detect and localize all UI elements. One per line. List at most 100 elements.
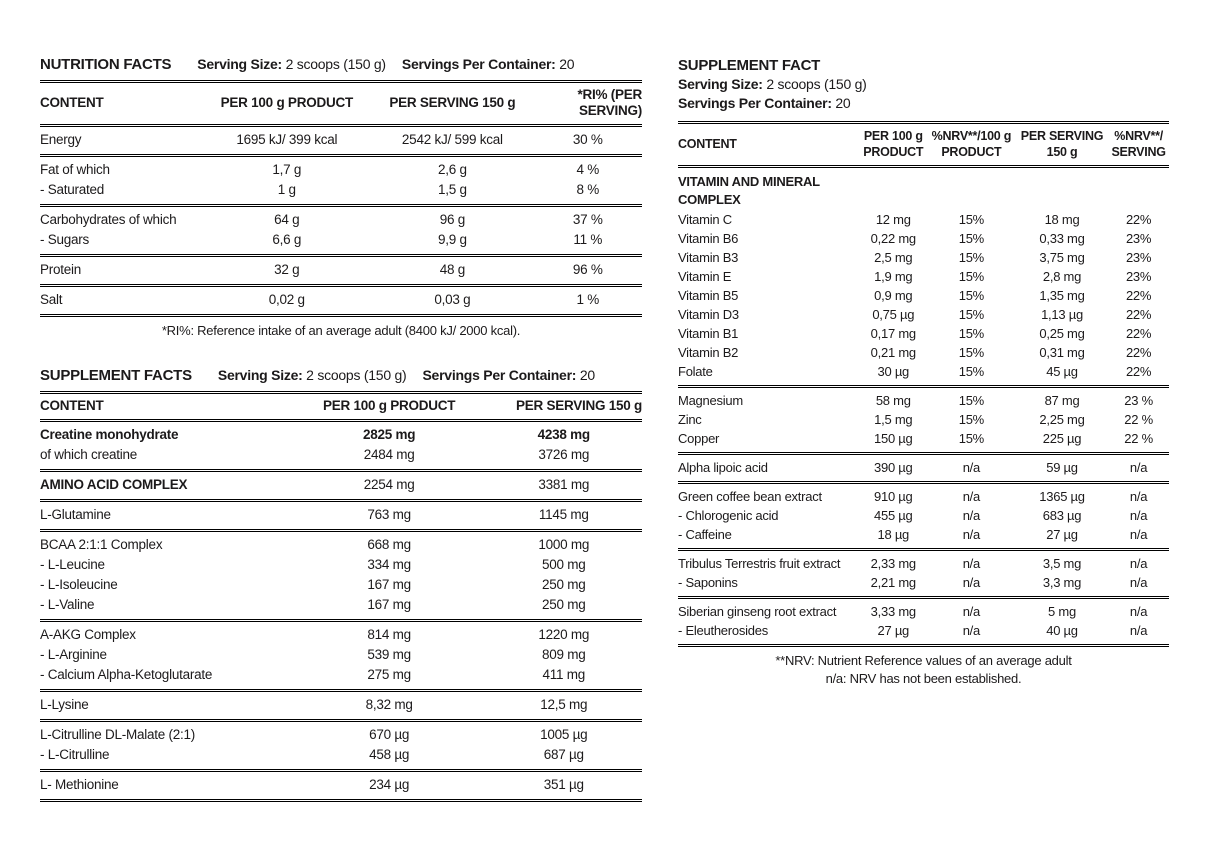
value-cell: 0,31 mg: [1039, 345, 1085, 360]
value-cell: n/a: [1129, 527, 1148, 542]
value-cell: 1 g: [277, 182, 296, 197]
table-group: Energy 1695 kJ/ 399 kcal 2542 kJ/ 599 kcal…: [40, 125, 642, 156]
column-header: PER SERVING 150 g: [515, 398, 642, 413]
nrv-footnote: **NRV: Nutrient Reference values of an a…: [678, 652, 1169, 688]
value-cell: 0,21 mg: [870, 345, 916, 360]
table-group: A-AKG Complex 814 mg 1220 mg - L-Arginine 53…: [40, 620, 642, 691]
supplement-facts-title: SUPPLEMENT FACTS: [40, 367, 192, 384]
value-cell: 250 mg: [541, 577, 586, 592]
table-group: L- Methionine 234 µg 351 µg: [40, 770, 642, 801]
value-cell: 1,5 mg: [874, 412, 913, 427]
value-cell: 15%: [958, 212, 985, 227]
value-cell: 1145 mg: [538, 507, 589, 522]
table-row: L- Methionine 234 µg 351 µg: [40, 771, 642, 801]
serving-size: Serving Size: 2 scoops (150 g): [678, 75, 1169, 94]
value-cell: 0,9 mg: [874, 288, 913, 303]
value-cell: 4 %: [576, 162, 600, 177]
table-row: - Calcium Alpha-Ketoglutarate 275 mg 411 m…: [40, 665, 642, 691]
value-cell: 2,21 mg: [870, 575, 916, 590]
value-cell: 3726 mg: [538, 447, 590, 462]
value-cell: 4238 mg: [537, 427, 591, 442]
supplement-fact-section: SUPPLEMENT FACT Serving Size: 2 scoops (…: [678, 56, 1169, 688]
value-cell: 22%: [1125, 364, 1152, 379]
content-cell: Energy: [40, 132, 82, 147]
value-cell: 1695 kJ/ 399 kcal: [236, 132, 338, 147]
column-header: %NRV**/100 g PRODUCT: [931, 129, 1012, 159]
value-cell: 455 µg: [874, 508, 913, 523]
value-cell: 15%: [958, 250, 985, 265]
table-row: Vitamin C 12 mg 15% 18 mg 22%: [678, 210, 1169, 229]
content-cell: Siberian ginseng root extract: [678, 604, 837, 619]
content-cell: Vitamin B6: [678, 231, 739, 246]
table-group: L-Lysine 8,32 mg 12,5 mg: [40, 690, 642, 721]
content-cell: VITAMIN AND MINERAL COMPLEX: [678, 167, 860, 211]
nrv-footnote-line-2: n/a: NRV has not been established.: [825, 671, 1022, 686]
value-cell: 167 mg: [367, 577, 411, 592]
value-cell: n/a: [962, 527, 981, 542]
servings-per-container: Servings Per Container: 20: [422, 367, 595, 383]
value-cell: 15%: [958, 345, 985, 360]
value-cell: 1365 µg: [1039, 489, 1085, 504]
table-row: Tribulus Terrestris fruit extract 2,33 mg…: [678, 550, 1169, 574]
value-cell: 1220 mg: [538, 627, 590, 642]
value-cell: 500 mg: [541, 557, 586, 572]
content-cell: - Saponins: [678, 575, 738, 590]
content-cell: Vitamin B5: [678, 288, 739, 303]
value-cell: 0,22 mg: [870, 231, 916, 246]
content-cell: BCAA 2:1:1 Complex: [40, 537, 163, 552]
value-cell: 22%: [1125, 307, 1152, 322]
value-cell: 96 %: [572, 262, 603, 277]
serving-size-value: 2 scoops (150 g): [285, 56, 387, 72]
table-group: Magnesium 58 mg 15% 87 mg 23 % Zinc 1,5 mg 15% 2…: [678, 386, 1169, 454]
content-cell: - Sugars: [40, 232, 90, 247]
value-cell: 1,9 mg: [874, 269, 913, 284]
content-cell: - Saturated: [40, 182, 105, 197]
value-cell: 15%: [958, 364, 985, 379]
value-cell: 48 g: [439, 262, 466, 277]
table-row: - Chlorogenic acid 455 µg n/a 683 µg n/a: [678, 506, 1169, 525]
servings-per-container-label: Servings Per Container:: [678, 95, 832, 111]
value-cell: n/a: [1129, 460, 1148, 475]
serving-size-value: 2 scoops (150 g): [766, 76, 867, 92]
supplement-fact-title: SUPPLEMENT FACT: [678, 57, 821, 74]
value-cell: 668 mg: [367, 537, 411, 552]
table-row: Vitamin B1 0,17 mg 15% 0,25 mg 22%: [678, 324, 1169, 343]
table-row: Alpha lipoic acid 390 µg n/a 59 µg n/a: [678, 454, 1169, 483]
table-group: Green coffee bean extract 910 µg n/a 1365 µ…: [678, 482, 1169, 550]
content-cell: Vitamin C: [678, 212, 732, 227]
value-cell: 0,17 mg: [870, 326, 916, 341]
content-cell: - Caffeine: [678, 527, 732, 542]
content-cell: Green coffee bean extract: [678, 489, 822, 504]
content-cell: - L-Citrulline: [40, 747, 110, 762]
value-cell: 22 %: [1124, 412, 1153, 427]
table-row: Folate 30 µg 15% 45 µg 22%: [678, 362, 1169, 387]
content-cell: - L-Arginine: [40, 647, 107, 662]
value-cell: 87 mg: [1044, 393, 1080, 408]
left-label-column: NUTRITION FACTS Serving Size: 2 scoops (…: [40, 56, 642, 802]
value-cell: 22%: [1125, 212, 1152, 227]
table-row: - Sugars 6,6 g 9,9 g 11 %: [40, 230, 642, 256]
value-cell: 411 mg: [542, 667, 585, 682]
content-cell: Vitamin B1: [678, 326, 739, 341]
content-cell: Vitamin B2: [678, 345, 739, 360]
supplement-fact-table: CONTENT PER 100 g PRODUCT %NRV**/100 g PRO…: [678, 121, 1169, 647]
servings-per-container-value: 20: [835, 95, 851, 111]
table-group: Carbohydrates of which 64 g 96 g 37 % - Suga…: [40, 205, 642, 256]
content-cell: Salt: [40, 292, 63, 307]
value-cell: 150 µg: [874, 431, 913, 446]
table-row: - L-Arginine 539 mg 809 mg: [40, 645, 642, 665]
table-group: Salt 0,02 g 0,03 g 1 %: [40, 285, 642, 316]
serving-size-value: 2 scoops (150 g): [306, 367, 407, 383]
table-group: Fat of which 1,7 g 2,6 g 4 % - Saturated 1 g 1…: [40, 155, 642, 206]
table-row: Copper 150 µg 15% 225 µg 22 %: [678, 429, 1169, 454]
column-header: CONTENT: [40, 398, 104, 413]
value-cell: 670 µg: [369, 727, 410, 742]
servings-per-container: Servings Per Container: 20: [678, 94, 1169, 113]
content-cell: Vitamin D3: [678, 307, 739, 322]
table-row: Siberian ginseng root extract 3,33 mg n/a 5…: [678, 598, 1169, 622]
value-cell: n/a: [1129, 489, 1148, 504]
supplement-fact-titleblock: SUPPLEMENT FACT Serving Size: 2 scoops (…: [678, 56, 1169, 113]
table-row: - L-Citrulline 458 µg 687 µg: [40, 745, 642, 771]
table-header: CONTENT PER 100 g PRODUCT %NRV**/100 g PRO…: [678, 122, 1169, 167]
value-cell: 2,5 mg: [874, 250, 913, 265]
